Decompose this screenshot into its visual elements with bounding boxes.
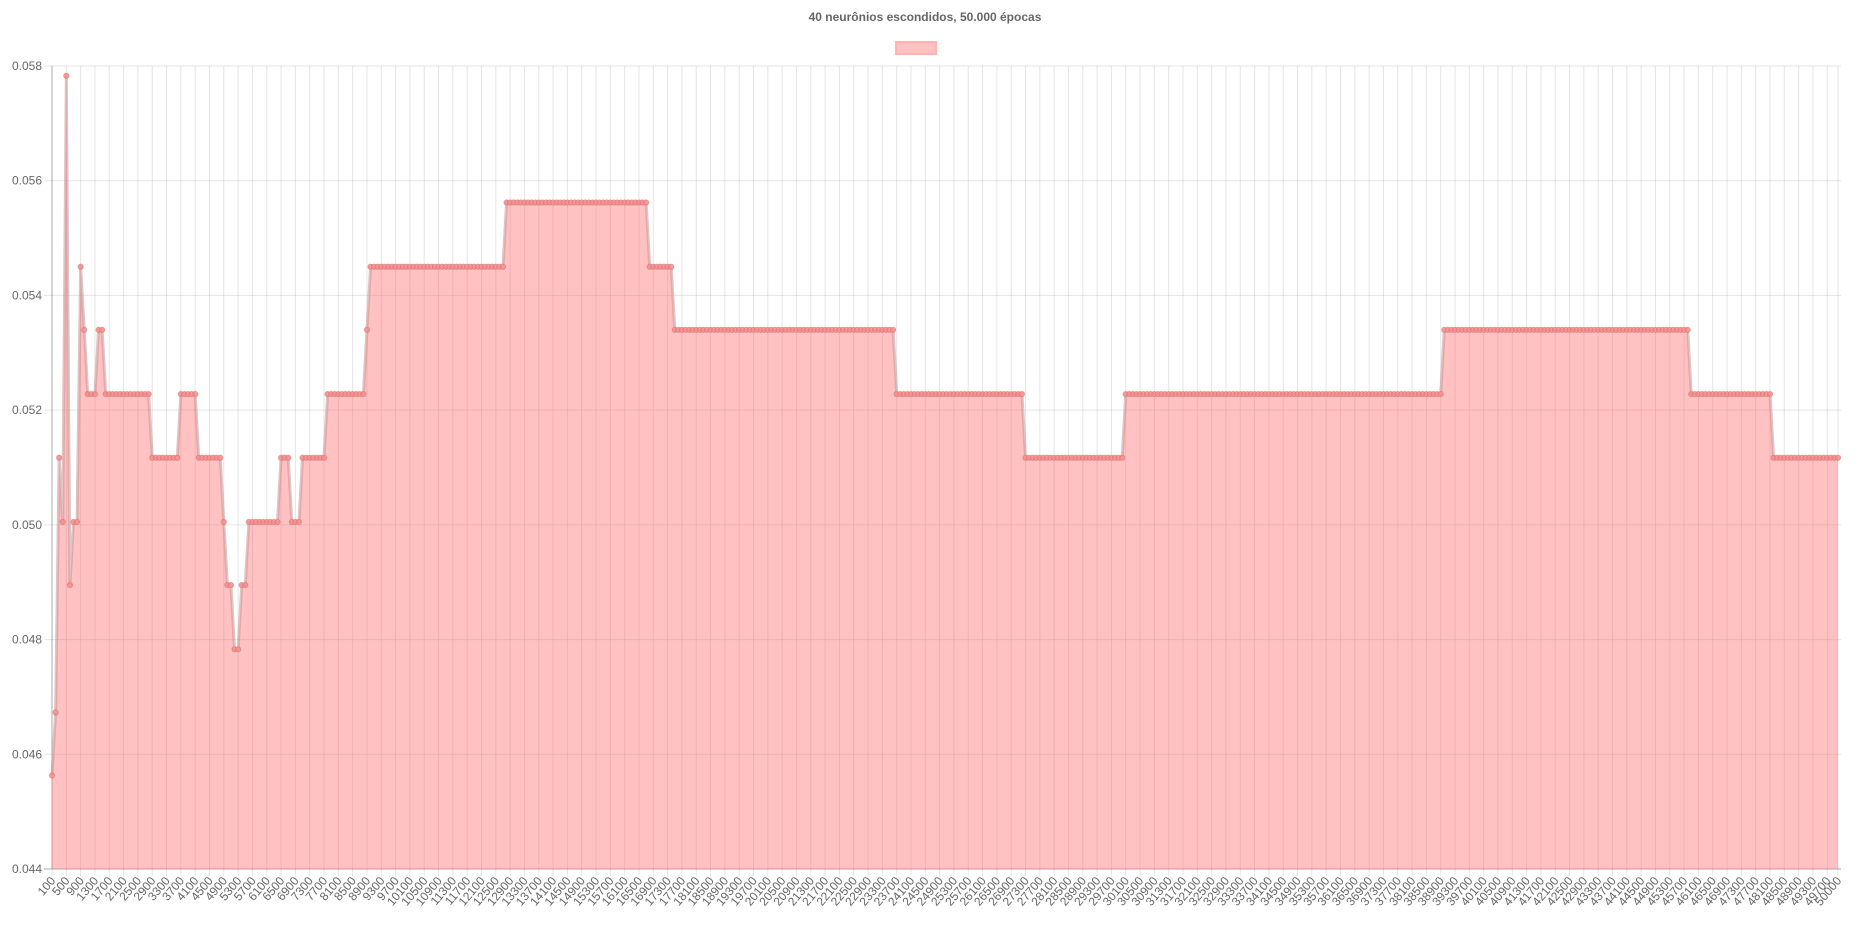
legend-swatch[interactable] — [895, 41, 937, 55]
series-area — [52, 75, 1838, 869]
y-tick-label: 0.058 — [12, 59, 42, 73]
data-point[interactable] — [1018, 390, 1026, 398]
data-point[interactable] — [48, 772, 56, 779]
data-point[interactable] — [668, 263, 675, 270]
data-point[interactable] — [81, 326, 88, 333]
y-tick-label: 0.048 — [12, 633, 42, 647]
data-point[interactable] — [227, 581, 235, 589]
data-point[interactable] — [1684, 326, 1691, 333]
data-point[interactable] — [59, 518, 66, 526]
data-point[interactable] — [1437, 390, 1444, 398]
data-point[interactable] — [1119, 454, 1126, 461]
data-point[interactable] — [63, 72, 70, 79]
data-point[interactable] — [235, 646, 242, 653]
data-point[interactable] — [192, 390, 199, 398]
chart-title: 40 neurônios escondidos, 50.000 épocas — [809, 10, 1042, 24]
data-point[interactable] — [1766, 390, 1774, 398]
y-tick-label: 0.046 — [12, 747, 42, 761]
x-axis: 1005009001300170021002500290033003700410… — [35, 874, 1845, 909]
data-point[interactable] — [73, 518, 81, 526]
data-point[interactable] — [99, 326, 106, 333]
y-tick-label: 0.050 — [12, 518, 42, 532]
data-point[interactable] — [320, 454, 328, 461]
y-tick-label: 0.056 — [12, 174, 42, 188]
data-points — [48, 72, 1842, 779]
y-tick-label: 0.054 — [12, 288, 42, 302]
data-point[interactable] — [643, 199, 650, 206]
legend[interactable] — [895, 41, 937, 55]
y-tick-label: 0.044 — [12, 862, 42, 876]
data-point[interactable] — [220, 518, 227, 526]
data-point[interactable] — [242, 581, 249, 589]
y-tick-label: 0.052 — [12, 403, 42, 417]
data-point[interactable] — [274, 518, 281, 526]
data-point[interactable] — [66, 581, 74, 589]
data-point[interactable] — [56, 454, 63, 461]
data-point[interactable] — [1834, 454, 1842, 461]
data-point[interactable] — [77, 263, 84, 270]
data-point[interactable] — [363, 326, 371, 333]
data-point[interactable] — [295, 518, 303, 526]
y-axis: 0.044 0.046 0.048 0.050 0.052 0.054 0.056 0.058 — [12, 59, 42, 876]
data-point[interactable] — [890, 326, 897, 333]
chart-grid — [44, 65, 1841, 876]
data-point[interactable] — [174, 454, 181, 461]
data-point[interactable] — [285, 454, 292, 461]
data-point[interactable] — [217, 454, 224, 461]
data-point[interactable] — [499, 263, 507, 270]
data-point[interactable] — [360, 390, 367, 398]
data-point[interactable] — [91, 390, 99, 398]
data-point[interactable] — [52, 709, 59, 716]
plot-area — [50, 74, 1838, 869]
data-point[interactable] — [145, 390, 152, 398]
